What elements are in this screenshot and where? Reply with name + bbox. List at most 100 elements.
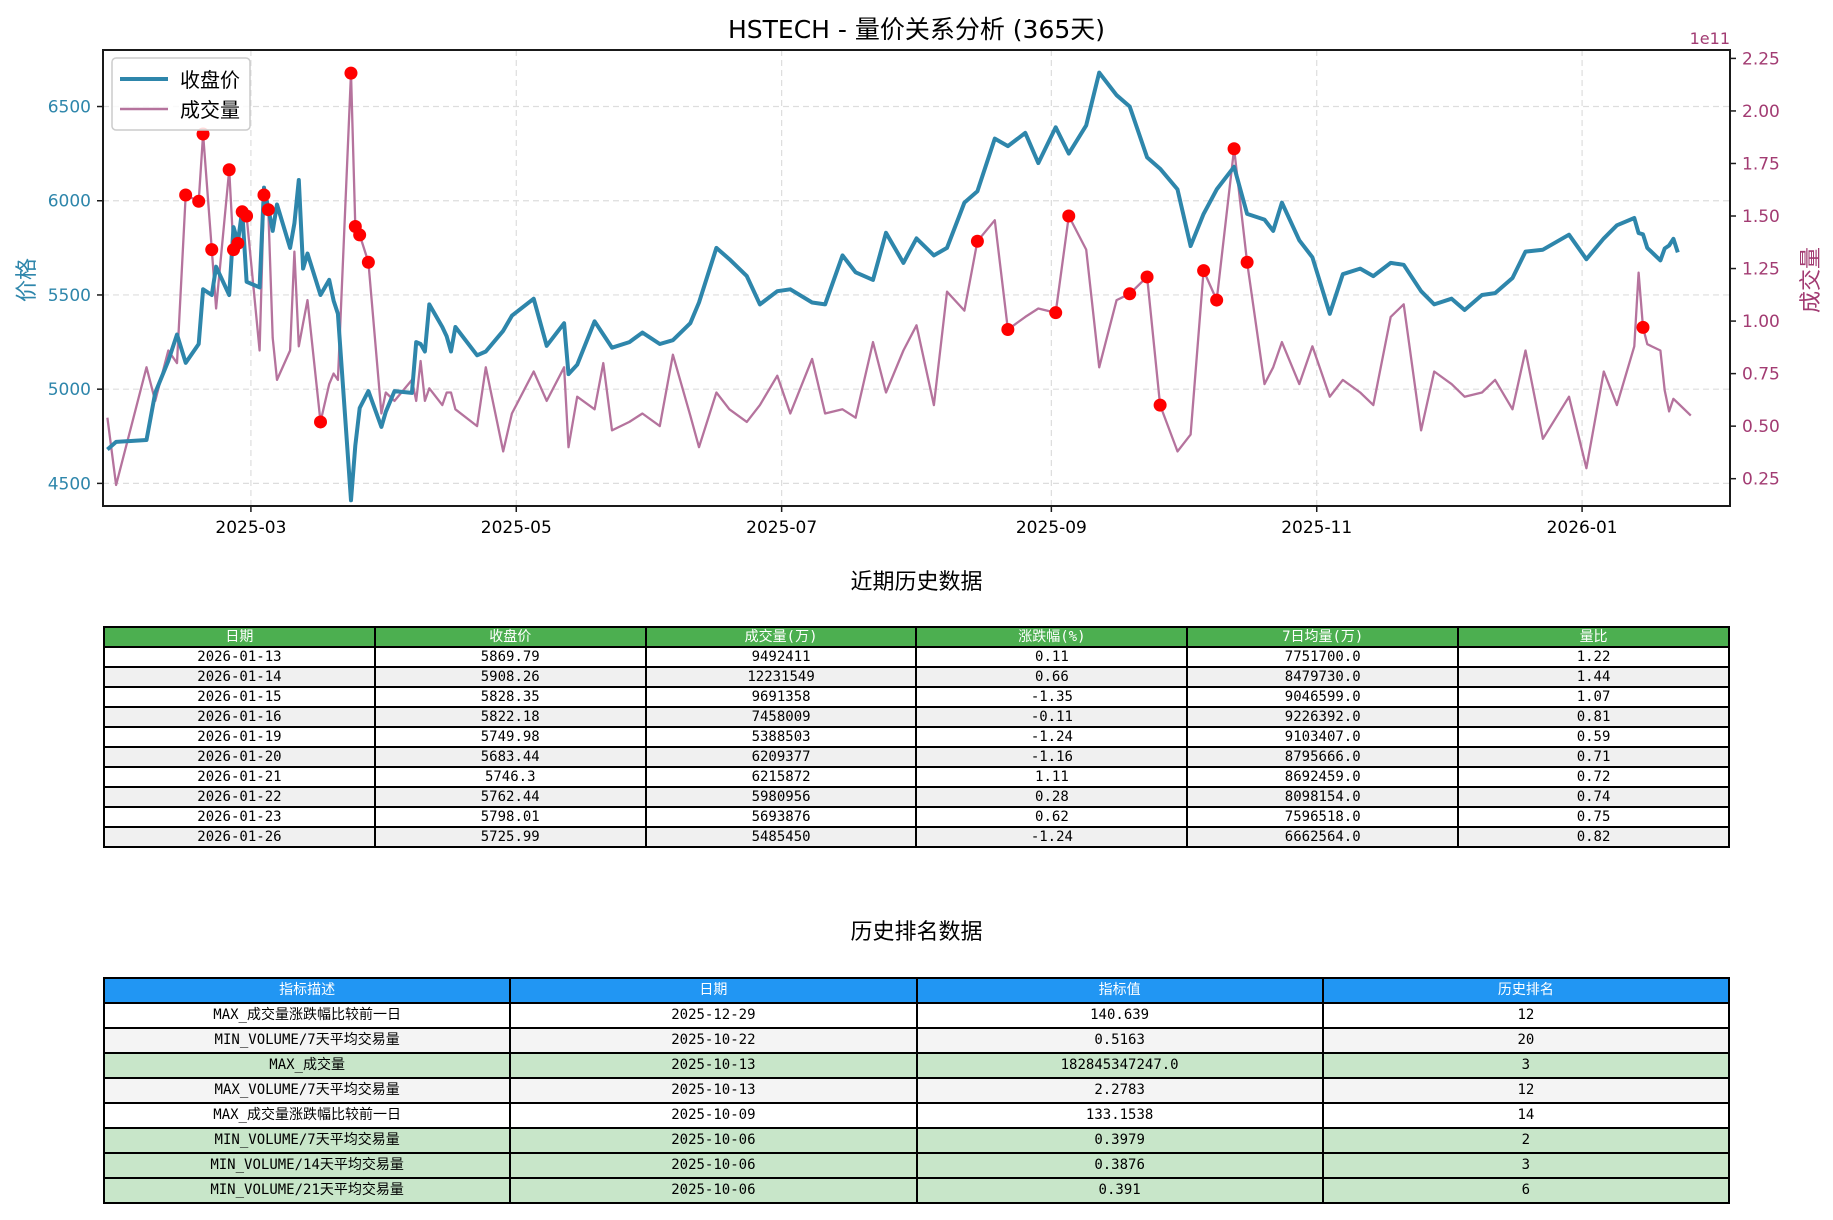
- table-cell: 0.66: [915, 666, 1189, 688]
- right-tick-label: 0.25: [1742, 470, 1780, 490]
- volume-spike-marker: [240, 209, 254, 223]
- right-tick-label: 0.75: [1742, 365, 1780, 385]
- ranking-data-title: 历史排名数据: [850, 920, 983, 945]
- table-row: 2026-01-23 5798.01 5693876 0.62 7596518.0 0.7…: [103, 806, 1730, 828]
- table-cell: 5828.35: [373, 686, 647, 708]
- table-row: 2026-01-21 5746.3 6215872 1.11 8692459.0 0.72: [103, 766, 1730, 788]
- table-cell: 1.44: [1457, 666, 1730, 688]
- table-cell: 5683.44: [373, 746, 647, 768]
- table-row: MAX_VOLUME/7天平均交易量 2025-10-13 2.2783 12: [102, 1077, 1731, 1104]
- table-cell: 12: [1321, 1002, 1731, 1029]
- table-cell: MIN_VOLUME/14天平均交易量: [102, 1152, 512, 1179]
- table-cell: 0.62: [915, 806, 1189, 828]
- left-y-axis: 4500 5000 5500 6000 6500: [48, 98, 103, 494]
- table-row: MAX_成交量 2025-10-13 182845347247.0 3: [102, 1052, 1731, 1079]
- table-cell: 2025-10-06: [509, 1152, 918, 1179]
- table-cell: 9046599.0: [1186, 686, 1460, 708]
- table-row: MAX_成交量涨跌幅比较前一日 2025-10-09 133.1538 14: [102, 1102, 1731, 1129]
- table-row: 2026-01-13 5869.79 9492411 0.11 7751700.0 1.2…: [103, 646, 1730, 668]
- table-cell: 0.3979: [915, 1127, 1324, 1154]
- table-cell: 12231549: [644, 666, 918, 688]
- table-cell: 5869.79: [373, 646, 647, 668]
- right-tick-label: 1.75: [1742, 154, 1780, 174]
- volume-spike-marker: [361, 255, 375, 269]
- table-cell: 0.59: [1457, 726, 1730, 748]
- legend: 收盘价 成交量: [111, 57, 251, 131]
- volume-spike-marker: [1153, 398, 1167, 412]
- table-cell: 6215872: [644, 766, 918, 788]
- table-cell: MIN_VOLUME/7天平均交易量: [102, 1127, 512, 1154]
- volume-spike-marker: [231, 236, 245, 250]
- left-tick-label: 5000: [48, 380, 91, 400]
- left-tick-label: 6000: [48, 192, 91, 212]
- x-tick-label: 2026-01: [1547, 518, 1618, 538]
- column-header: 7日均量(万): [1186, 626, 1460, 648]
- table-cell: 133.1538: [915, 1102, 1324, 1129]
- volume-spike-marker: [1049, 306, 1063, 320]
- column-header: 指标值: [915, 977, 1324, 1004]
- table-cell: -1.35: [915, 686, 1189, 708]
- volume-spike-marker: [1227, 142, 1241, 156]
- volume-spike-marker: [1197, 264, 1211, 278]
- right-y-axis: 0.25 0.50 0.75 1.00 1.25 1.50 1.75 2.00 2.25: [1730, 49, 1780, 490]
- plot-frame: [102, 49, 1731, 507]
- table-cell: 8692459.0: [1186, 766, 1460, 788]
- table-cell: 9103407.0: [1186, 726, 1460, 748]
- volume-spike-marker: [205, 243, 219, 257]
- table-row: 2026-01-15 5828.35 9691358 -1.35 9046599.0 1.…: [103, 686, 1730, 708]
- column-header: 指标描述: [102, 977, 512, 1004]
- recent-data-table: 日期 收盘价 成交量(万) 涨跌幅(%) 7日均量(万) 量比 2026-01-13 586…: [103, 626, 1730, 848]
- volume-spike-marker: [970, 234, 984, 248]
- table-row: 2026-01-16 5822.18 7458009 -0.11 9226392.0 0.…: [103, 706, 1730, 728]
- table-row: MAX_成交量涨跌幅比较前一日 2025-12-29 140.639 12: [102, 1002, 1731, 1029]
- table-cell: 0.3876: [915, 1152, 1324, 1179]
- price-volume-chart: 4500 5000 5500 6000 6500 0.25 0.50 0.75 1.00 1.2…: [15, 29, 1824, 538]
- table-row: 2026-01-26 5725.99 5485450 -1.24 6662564.0 0.…: [103, 826, 1730, 848]
- volume-line: [106, 71, 1692, 487]
- table-cell: MAX_成交量涨跌幅比较前一日: [102, 1002, 512, 1029]
- volume-spike-marker: [353, 228, 367, 242]
- table-cell: 5980956: [644, 786, 918, 808]
- table-cell: MIN_VOLUME/7天平均交易量: [102, 1027, 512, 1054]
- table-cell: 9492411: [644, 646, 918, 668]
- table-row: MIN_VOLUME/7天平均交易量 2025-10-06 0.3979 2: [102, 1127, 1731, 1154]
- table-cell: 2026-01-21: [103, 766, 376, 788]
- right-axis-offset: 1e11: [1690, 29, 1730, 48]
- column-header: 历史排名: [1321, 977, 1731, 1004]
- volume-spike-marker: [344, 66, 358, 80]
- column-header: 成交量(万): [644, 626, 918, 648]
- x-tick-label: 2025-07: [746, 518, 817, 538]
- volume-spike-markers: [179, 66, 1650, 429]
- table-cell: 20: [1321, 1027, 1731, 1054]
- table-cell: 5725.99: [373, 826, 647, 848]
- table-cell: 2.2783: [915, 1077, 1324, 1104]
- table-cell: 2: [1321, 1127, 1731, 1154]
- table-cell: 2026-01-14: [103, 666, 376, 688]
- table-cell: 2026-01-13: [103, 646, 376, 668]
- volume-spike-marker: [1062, 209, 1076, 223]
- table-cell: 5746.3: [373, 766, 647, 788]
- right-axis-label: 成交量: [1799, 247, 1824, 313]
- table-cell: MAX_VOLUME/7天平均交易量: [102, 1077, 512, 1104]
- table-cell: 2025-10-06: [509, 1177, 918, 1204]
- table-cell: 0.72: [1457, 766, 1730, 788]
- table-cell: 7596518.0: [1186, 806, 1460, 828]
- table-cell: 2026-01-20: [103, 746, 376, 768]
- x-tick-label: 2025-11: [1281, 518, 1352, 538]
- right-tick-label: 0.50: [1742, 417, 1780, 437]
- table-cell: 1.07: [1457, 686, 1730, 708]
- table-cell: 0.82: [1457, 826, 1730, 848]
- table-cell: 0.75: [1457, 806, 1730, 828]
- x-tick-label: 2025-03: [215, 518, 286, 538]
- table-cell: 2026-01-19: [103, 726, 376, 748]
- table-cell: 140.639: [915, 1002, 1324, 1029]
- table-cell: 14: [1321, 1102, 1731, 1129]
- table-cell: -0.11: [915, 706, 1189, 728]
- left-tick-label: 6500: [48, 98, 91, 118]
- table-cell: 5822.18: [373, 706, 647, 728]
- table-cell: 6: [1321, 1177, 1731, 1204]
- table-row: MIN_VOLUME/21天平均交易量 2025-10-06 0.391 6: [102, 1177, 1731, 1204]
- legend-volume-label: 成交量: [180, 98, 240, 122]
- table-cell: 5749.98: [373, 726, 647, 748]
- table-cell: 1.11: [915, 766, 1189, 788]
